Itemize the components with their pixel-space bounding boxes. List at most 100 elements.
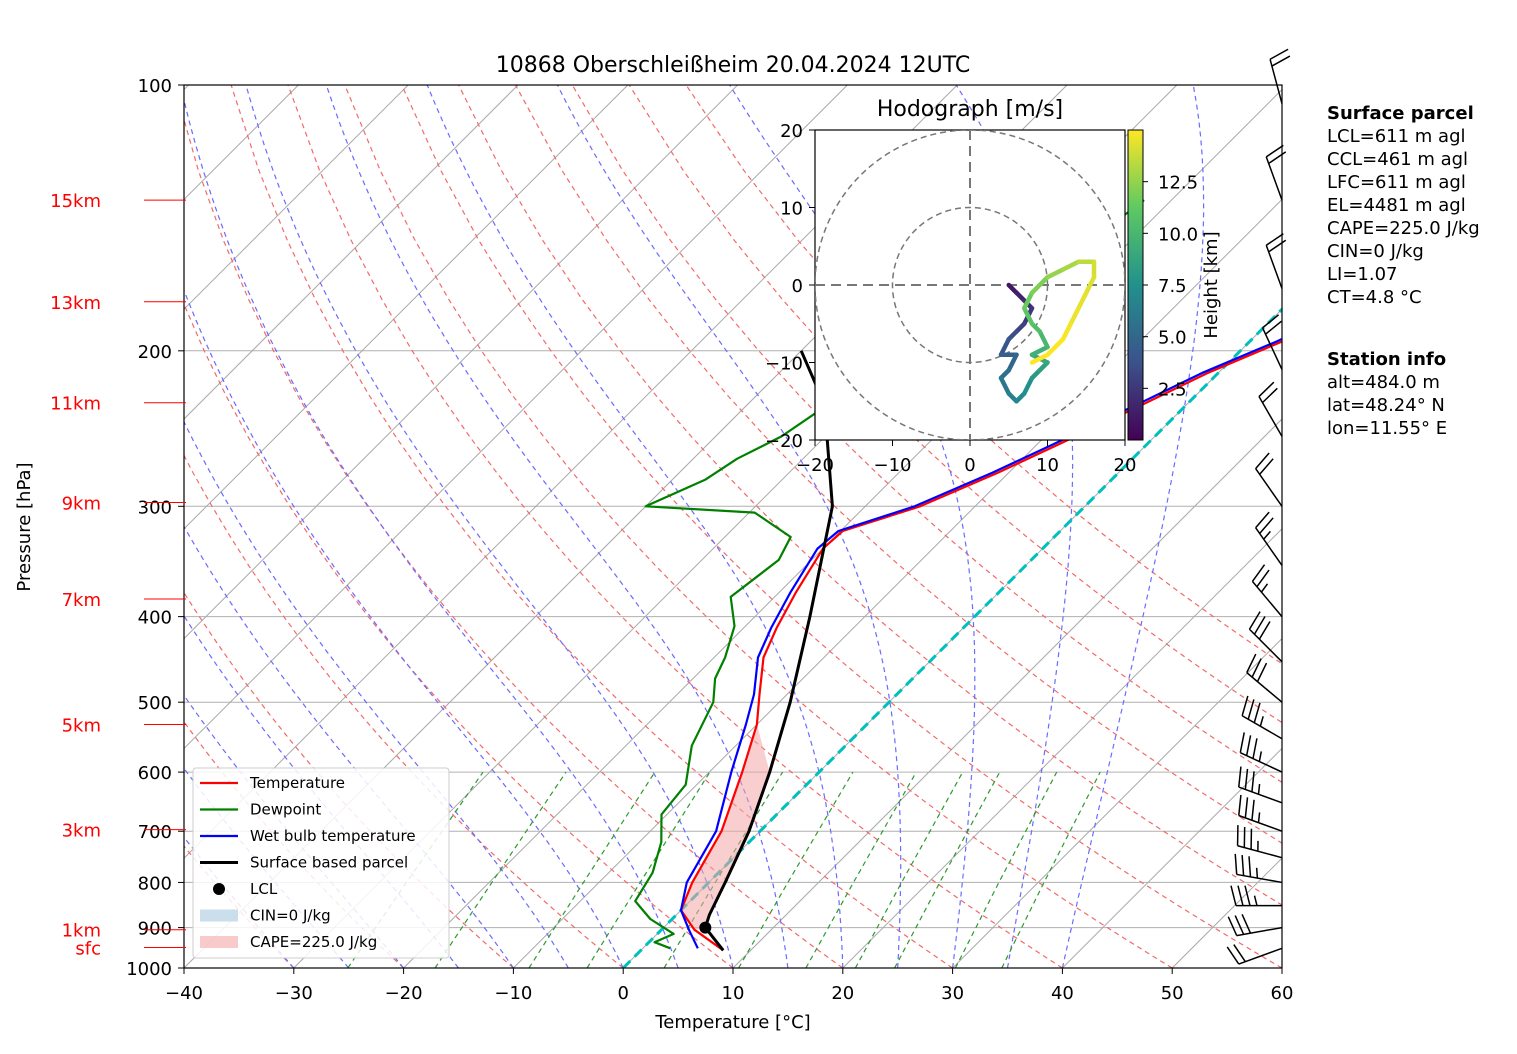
dry-adiabat [184, 117, 844, 968]
colorbar-tick-label: 5.0 [1158, 328, 1187, 349]
wind-barb [1265, 233, 1287, 289]
wind-barb [1248, 611, 1283, 663]
hodograph-x-tick-label: 10 [1036, 455, 1059, 476]
info-lcl: LCL=611 m agl [1327, 126, 1466, 147]
info-el: EL=4481 m agl [1327, 195, 1466, 216]
x-tick-label: 0 [617, 983, 628, 1004]
hodograph-y-tick-label: 20 [780, 121, 803, 142]
x-tick-label: 50 [1161, 983, 1184, 1004]
hodograph-segment [1037, 329, 1050, 350]
wind-barb [1236, 825, 1283, 859]
series-parcel [703, 350, 834, 952]
height-label: 7km [62, 590, 101, 611]
y-tick-label: 600 [138, 763, 172, 784]
hodograph: Hodograph [m/s] −20 −20 −10 −10 0 0 10 10 20 20 2.5… [765, 97, 1222, 476]
colorbar-tick-label: 12.5 [1158, 173, 1198, 194]
legend-label: Wet bulb temperature [250, 827, 416, 845]
wind-barbs [1226, 48, 1291, 965]
colorbar-tick-label: 10.0 [1158, 224, 1198, 245]
dry-adiabat [458, 85, 1282, 906]
wind-barb [1251, 564, 1283, 618]
legend: Temperature Dewpoint Wet bulb temperature S… [192, 767, 450, 959]
height-label: 5km [62, 716, 101, 737]
height-label: sfc [75, 939, 101, 960]
y-tick-label: 1000 [126, 959, 172, 980]
dry-adiabat [230, 85, 953, 968]
hodograph-segment [1029, 275, 1050, 295]
station-info: Station info alt=484.0 m lat=48.24° N lo… [1327, 348, 1447, 440]
x-tick-label: 30 [941, 983, 964, 1004]
hodograph-y-tick-label: −20 [765, 431, 803, 452]
wind-barb [1269, 48, 1291, 104]
hodograph-x-tick-label: −20 [796, 455, 834, 476]
moist-adiabat [184, 420, 569, 968]
hodograph-segment [1060, 321, 1073, 342]
series-wet-bulb [679, 337, 1282, 949]
wind-barb [1239, 732, 1283, 773]
hodograph-x-tick-label: −10 [874, 455, 912, 476]
mixing-ratio-line [586, 771, 711, 968]
hodograph-segment [1084, 275, 1097, 295]
legend-swatch [200, 936, 238, 948]
hodograph-title: Hodograph [m/s] [877, 97, 1063, 122]
mixing-ratio-line [528, 771, 656, 968]
y-axis-label: Pressure [hPa] [14, 462, 35, 591]
wind-barb [1227, 914, 1283, 937]
surface-parcel-info: Surface parcel LCL=611 m agl CCL=461 m a… [1327, 102, 1480, 309]
moist-adiabat [325, 85, 789, 968]
lcl-marker [699, 921, 712, 934]
chart-title: 10868 Oberschleißheim 20.04.2024 12UTC [496, 53, 971, 78]
hodograph-segment [1006, 352, 1019, 373]
hodograph-segment [1022, 375, 1035, 396]
mixing-ratio-line [854, 771, 964, 968]
dry-adiabat [287, 85, 1063, 968]
mixing-ratio-line [894, 771, 1001, 968]
moist-adiabat [955, 85, 1074, 968]
station-info-header: Station info [1327, 349, 1447, 370]
wind-barb [1255, 452, 1283, 507]
legend-swatch [213, 883, 225, 895]
hodograph-x-tick-label: 0 [964, 455, 975, 476]
info-lfc: LFC=611 m agl [1327, 172, 1466, 193]
info-ct: CT=4.8 °C [1327, 287, 1422, 308]
height-label: 15km [50, 191, 101, 212]
dry-adiabat [344, 85, 1173, 968]
wind-barb [1246, 653, 1283, 703]
y-tick-label: 500 [138, 693, 172, 714]
legend-label: CAPE=225.0 J/kg [250, 933, 377, 951]
y-tick-label: 800 [138, 873, 172, 894]
x-axis-label: Temperature [°C] [654, 1012, 810, 1033]
legend-label: Dewpoint [250, 801, 321, 819]
info-cin: CIN=0 J/kg [1327, 241, 1424, 262]
station-alt: alt=484.0 m [1327, 372, 1440, 393]
hodograph-y-tick-label: 10 [780, 199, 803, 220]
station-lon: lon=11.55° E [1327, 418, 1448, 439]
cape-area [681, 724, 770, 930]
hodograph-segment [1029, 352, 1050, 365]
hodograph-segment [1045, 267, 1066, 280]
moist-adiabat [556, 85, 902, 968]
isotherm [184, 85, 409, 310]
hodograph-segment [1022, 306, 1035, 326]
mixing-ratio-line [434, 771, 567, 968]
info-cape: CAPE=225.0 J/kg [1327, 218, 1480, 239]
x-tick-label: 60 [1271, 983, 1294, 1004]
hodograph-y-tick-label: 0 [792, 276, 803, 297]
info-ccl: CCL=461 m agl [1327, 149, 1469, 170]
y-tick-label: 100 [138, 76, 172, 97]
legend-box [192, 767, 450, 959]
hodograph-segment [998, 375, 1011, 396]
legend-label: Temperature [249, 774, 345, 792]
wind-barb [1258, 381, 1283, 437]
hodograph-segment [1022, 290, 1035, 311]
x-tick-label: −30 [275, 983, 313, 1004]
isotherm [952, 637, 1282, 968]
wind-barb [1255, 511, 1283, 566]
wind-barb [1234, 853, 1283, 884]
hodograph-segment [1029, 344, 1050, 357]
dry-adiabat [184, 302, 734, 968]
height-label: 13km [50, 293, 101, 314]
hodograph-segment [1060, 259, 1081, 272]
mixing-ratio-line [1001, 771, 1101, 968]
